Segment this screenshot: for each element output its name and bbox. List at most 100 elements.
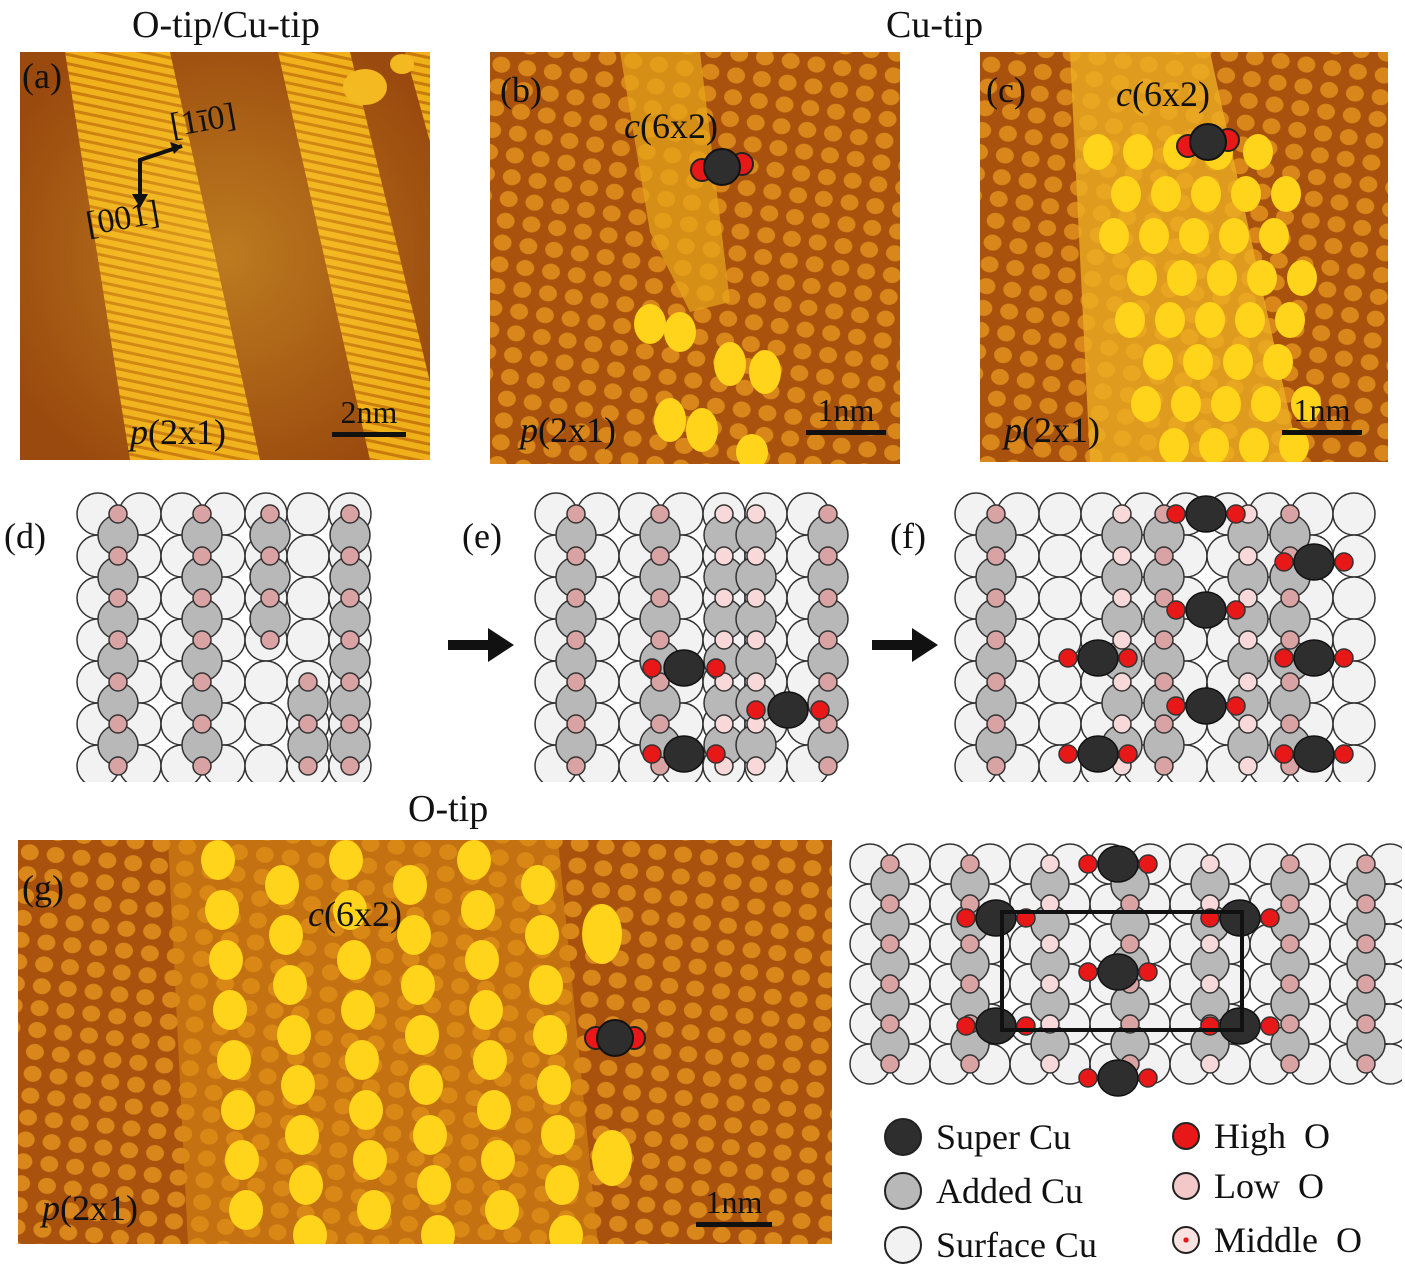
stm-bright-spot <box>1139 218 1169 254</box>
high-o-atom <box>1078 962 1098 982</box>
oxygen-atom <box>818 756 838 776</box>
high-o-atom <box>746 700 766 720</box>
oxygen-atom <box>340 504 360 524</box>
panel-label-g: (g) <box>22 868 64 908</box>
stm-bright-spot <box>521 865 555 905</box>
oxygen-atom <box>746 504 766 524</box>
oxygen-atom <box>1154 756 1174 776</box>
stm-bright-spot <box>1115 302 1145 338</box>
stm-bright-spot <box>413 1115 447 1155</box>
high-o-atom <box>642 658 662 678</box>
stm-image-a <box>20 52 430 460</box>
low-o-icon <box>1172 1172 1200 1200</box>
surface-cu-atom <box>244 702 288 746</box>
stm-bright-spot <box>1251 386 1281 422</box>
oxygen-atom <box>1356 934 1376 954</box>
oxygen-atom <box>340 630 360 650</box>
stm-bright-spot <box>1291 386 1321 422</box>
stm-bright-spot <box>1239 428 1269 462</box>
panel-label-a: (a) <box>22 56 62 96</box>
stm-bright-spot <box>353 1140 387 1180</box>
stm-bright-spot <box>1271 176 1301 212</box>
stm-bright-spot <box>465 940 499 980</box>
unit-cell-outline <box>1000 910 1244 1032</box>
oxygen-atom <box>714 546 734 566</box>
oxygen-atom <box>192 672 212 692</box>
oxygen-atom <box>746 756 766 776</box>
stm-bright-spot <box>341 990 375 1030</box>
oxygen-atom <box>746 630 766 650</box>
scale-bar-b: 1nm <box>806 394 886 435</box>
stm-bright-spot <box>1199 428 1229 462</box>
high-o-atom <box>1138 962 1158 982</box>
oxygen-atom <box>340 672 360 692</box>
scale-bar-c: 1nm <box>1282 394 1362 435</box>
oxygen-atom <box>1356 1054 1376 1074</box>
scale-bar-label-a: 2nm <box>340 394 398 430</box>
phase-label-c-top: c(6x2) <box>1116 74 1210 114</box>
stm-bright-spot <box>1159 428 1189 462</box>
surface-cu-atom <box>1038 576 1082 620</box>
stm-bright-spot <box>409 1065 443 1105</box>
stm-bright-spot <box>401 965 435 1005</box>
stm-bright-spot <box>477 1090 511 1130</box>
stm-image-c <box>980 52 1388 462</box>
atomic-model-f <box>954 492 1376 782</box>
surface-cu-atom <box>1332 492 1376 536</box>
surface-cu-atom <box>1038 534 1082 578</box>
high-o-atom <box>1058 648 1078 668</box>
oxygen-atom <box>960 934 980 954</box>
stm-image-b <box>490 52 900 464</box>
super-cu-atom <box>1185 591 1227 629</box>
super-cu-marker-b <box>690 148 754 186</box>
stm-bright-spot <box>293 1215 327 1244</box>
oxygen-atom <box>1280 974 1300 994</box>
oxygen-atom <box>1280 854 1300 874</box>
stm-bright-spot <box>457 840 491 880</box>
legend-added-cu-label: Added Cu <box>936 1171 1083 1211</box>
oxygen-atom <box>880 1014 900 1034</box>
scale-bar-line-b <box>806 430 886 435</box>
high-o-atom <box>1274 744 1294 764</box>
stm-bright-spot <box>397 915 431 955</box>
oxygen-atom <box>714 630 734 650</box>
super-cu-atom <box>975 899 1017 937</box>
oxygen-atom <box>818 672 838 692</box>
stm-bright-spot <box>229 1190 263 1230</box>
crystal-direction-arrows <box>132 142 183 208</box>
surface-cu-atom <box>1332 702 1376 746</box>
stm-bright-spot <box>1155 302 1185 338</box>
stm-bright-spot <box>277 1015 311 1055</box>
high-o-atom <box>1138 1068 1158 1088</box>
surface-cu-atom <box>1038 492 1082 536</box>
stm-panel-g: (g) c(6x2) p(2x1) 1nm <box>18 840 832 1244</box>
panel-label-e: (e) <box>462 516 502 556</box>
high-o-icon <box>1172 1122 1200 1150</box>
legend-high-o: High O <box>1172 1118 1330 1154</box>
oxygen-atom <box>818 630 838 650</box>
phase-label-g-bottom: p(2x1) <box>42 1188 138 1228</box>
oxygen-atom <box>260 504 280 524</box>
oxygen-atom <box>260 630 280 650</box>
stm-bright-spot <box>281 1065 315 1105</box>
oxygen-atom <box>108 672 128 692</box>
surface-cu-atom <box>1332 660 1376 704</box>
stm-bright-spot <box>1279 428 1309 462</box>
process-arrow-1 <box>448 628 514 662</box>
stm-panel-c: (c) c(6x2) p(2x1) 1nm <box>980 52 1388 462</box>
stm-bright-spot <box>533 1015 567 1055</box>
oxygen-atom <box>714 714 734 734</box>
stm-bright-spot <box>285 1115 319 1155</box>
oxygen-atom <box>986 714 1006 734</box>
stm-image-g <box>18 840 832 1244</box>
oxygen-atom <box>192 588 212 608</box>
super-cu-atom <box>1185 495 1227 533</box>
scale-bar-line-c <box>1282 430 1362 435</box>
oxygen-atom <box>1238 714 1258 734</box>
high-o-atom <box>1334 744 1354 764</box>
oxygen-atom <box>1200 854 1220 874</box>
oxygen-atom <box>1120 934 1140 954</box>
super-cu-atom <box>663 649 705 687</box>
oxygen-atom <box>1040 934 1060 954</box>
oxygen-atom <box>1040 1054 1060 1074</box>
